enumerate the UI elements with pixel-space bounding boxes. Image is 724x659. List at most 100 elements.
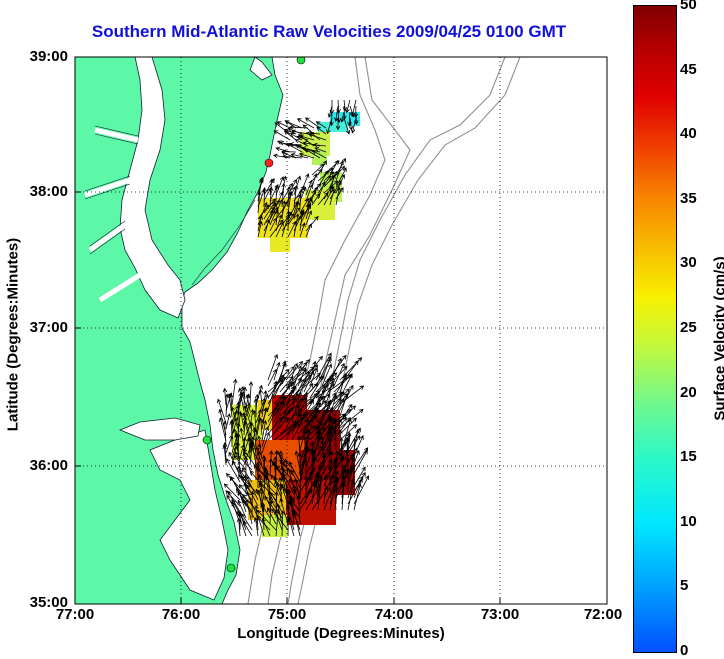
velocity-arrow [305, 223, 313, 238]
colorbar [633, 5, 677, 653]
velocity-arrow [276, 121, 291, 129]
velocity-arrow [258, 487, 265, 513]
velocity-arrow [343, 117, 351, 135]
velocity-arrow [226, 458, 241, 483]
velocity-arrow [339, 417, 357, 435]
colorbar-label: Surface Velocity (cm/s) [711, 256, 724, 421]
velocity-arrow [265, 471, 271, 495]
velocity-arrow [261, 406, 268, 430]
velocity-arrow [290, 152, 309, 159]
velocity-arrow [303, 148, 321, 159]
velocity-arrow [312, 142, 327, 148]
velocity-arrow [297, 452, 303, 477]
velocity-arrow [236, 401, 241, 424]
velocity-arrow [317, 181, 326, 200]
velocity-arrow [350, 117, 357, 134]
radar-site-marker [202, 435, 212, 445]
velocity-arrow [269, 206, 279, 226]
velocity-arrow [288, 495, 295, 525]
colorbar-tick-label: 0 [680, 642, 689, 659]
velocity-arrow [329, 174, 336, 194]
velocity-arrow [237, 499, 247, 519]
velocity-arrow [335, 167, 347, 188]
velocity-arrow [333, 388, 350, 405]
velocity-arrow [293, 511, 301, 537]
velocity-arrow [279, 421, 297, 435]
velocity-arrow [353, 449, 368, 475]
velocity-arrow [327, 105, 333, 118]
velocity-arrow [335, 117, 341, 131]
velocity-arrow [316, 126, 327, 135]
velocity-arrow [280, 510, 285, 537]
velocity-arrow [270, 492, 283, 513]
velocity-arrow [298, 152, 315, 159]
velocity-arrow [287, 206, 301, 226]
velocity-arrow [243, 405, 251, 424]
velocity-arrow [237, 387, 245, 412]
velocity-arrow [264, 495, 277, 513]
velocity-arrow [339, 403, 353, 423]
plot-frame [74, 56, 608, 605]
velocity-arrow [309, 360, 317, 381]
velocity-arrow [227, 490, 241, 513]
velocity-arrow [245, 394, 251, 412]
velocity-arrow [267, 507, 277, 525]
velocity-arrow [281, 200, 287, 220]
velocity-arrow [317, 465, 323, 487]
velocity-arrow [333, 105, 339, 122]
velocity-arrow [242, 436, 247, 460]
velocity-arrow [239, 427, 245, 448]
x-tick-label: 77:00 [55, 606, 95, 623]
velocity-arrow [305, 179, 313, 196]
velocity-arrow [305, 210, 313, 226]
velocity-arrow [279, 366, 295, 387]
velocity-arrow [352, 437, 357, 463]
velocity-arrow [279, 498, 289, 525]
velocity-arrow [273, 361, 281, 381]
velocity-arrow [311, 482, 317, 505]
velocity-arrow [268, 186, 274, 208]
velocity-arrow [240, 475, 259, 495]
velocity-arrow [263, 218, 271, 238]
radar-site-marker [264, 158, 274, 168]
velocity-arrow [346, 431, 352, 457]
velocity-arrow [311, 186, 319, 200]
velocity-arrow [315, 352, 332, 381]
velocity-arrow [297, 366, 307, 387]
velocity-arrow [231, 409, 239, 430]
velocity-arrow [252, 426, 257, 448]
velocity-arrow [287, 500, 301, 519]
velocity-arrow [298, 469, 304, 499]
x-tick-label: 74:00 [374, 606, 414, 623]
radar-site-marker [226, 563, 236, 573]
velocity-arrow [258, 388, 263, 406]
velocity-arrow [345, 468, 351, 493]
velocity-arrow [326, 428, 332, 463]
velocity-arrow [218, 417, 227, 442]
velocity-arrow [339, 408, 364, 429]
velocity-arrow [287, 127, 303, 135]
velocity-arrow [242, 520, 253, 537]
velocity-arrow [246, 436, 252, 460]
velocity-arrow [291, 361, 308, 387]
velocity-arrow [339, 373, 353, 399]
velocity-arrow [299, 222, 306, 238]
velocity-arrow [273, 401, 286, 429]
velocity-arrow [257, 201, 268, 226]
velocity-arrow [293, 184, 299, 208]
velocity-arrow [353, 483, 362, 511]
velocity-arrow [299, 417, 310, 451]
velocity-arrow [223, 483, 241, 501]
velocity-arrow [231, 378, 238, 406]
velocity-arrow [222, 387, 228, 406]
y-tick-label: 37:00 [29, 319, 68, 336]
velocity-arrow [314, 147, 327, 153]
velocity-arrow [341, 468, 347, 499]
velocity-arrow [246, 484, 259, 507]
velocity-arrow [332, 457, 338, 481]
velocity-arrow [257, 474, 277, 495]
velocity-arrow [308, 133, 327, 141]
velocity-arrow [274, 209, 280, 226]
velocity-arrow [339, 372, 348, 393]
velocity-arrow [238, 484, 253, 501]
